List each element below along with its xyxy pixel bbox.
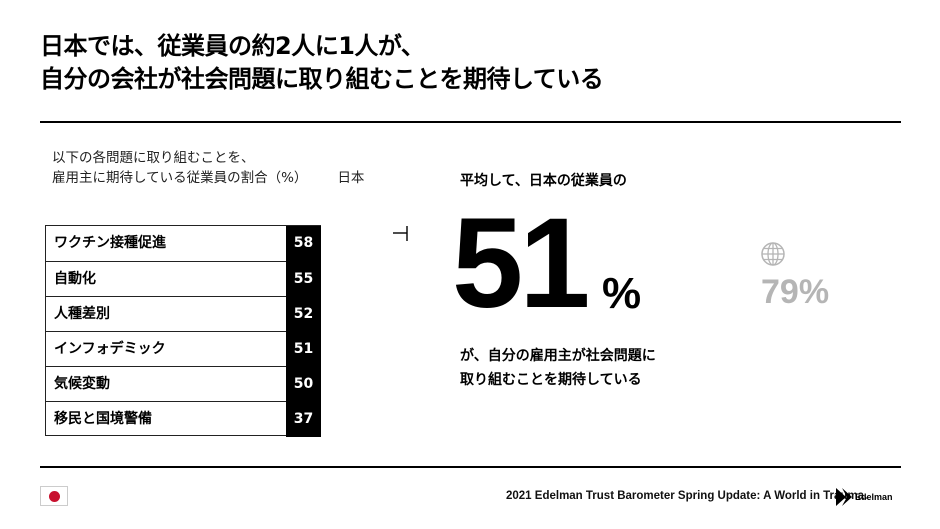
table-row: インフォデミック 51 (46, 331, 321, 367)
subtitle-line-2: 雇用主に期待している従業員の割合（%） 日本 (52, 168, 392, 188)
issue-value: 50 (286, 366, 321, 402)
description-line-2: 取り組むことを期待している (460, 372, 642, 388)
edelman-logo-text: Edelman (855, 492, 893, 502)
average-unit: % (602, 269, 642, 318)
table-row: 自動化 55 (46, 261, 321, 297)
source-footnote: 2021 Edelman Trust Barometer Spring Upda… (506, 490, 868, 502)
subtitle-line-2-text: 雇用主に期待している従業員の割合（%） (52, 170, 308, 186)
issue-label: 移民と国境警備 (54, 411, 152, 427)
title-line-1: 日本では、従業員の約2人に1人が、 (40, 32, 425, 60)
bracket-mark (393, 226, 408, 241)
table-subtitle: 以下の各問題に取り組むことを、 雇用主に期待している従業員の割合（%） 日本 (52, 148, 392, 188)
issue-label: 人種差別 (54, 306, 110, 322)
page-title: 日本では、従業員の約2人に1人が、 自分の会社が社会問題に取り組むことを期待して… (40, 30, 900, 96)
average-label: 平均して、日本の従業員の (460, 173, 627, 189)
flag-red-circle (49, 491, 60, 502)
title-line-2: 自分の会社が社会問題に取り組むことを期待している (40, 65, 604, 93)
issue-value: 37 (286, 401, 321, 437)
table-row: 人種差別 52 (46, 296, 321, 332)
average-value: 51 (452, 192, 590, 335)
edelman-logo: Edelman (834, 486, 894, 508)
issue-label: 気候変動 (54, 376, 110, 392)
issue-label: インフォデミック (54, 341, 166, 357)
top-divider (40, 121, 901, 123)
edelman-logo-icon (836, 488, 852, 506)
issue-value: 51 (286, 331, 321, 367)
issue-label: 自動化 (54, 271, 96, 287)
issue-table: ワクチン接種促進 58 自動化 55 人種差別 52 インフォデミック 51 気候変動 50 移民と… (45, 225, 321, 437)
description-line-1: が、自分の雇用主が社会問題に (460, 348, 656, 364)
table-row: 気候変動 50 (46, 366, 321, 402)
average-description: が、自分の雇用主が社会問題に 取り組むことを期待している (460, 344, 730, 392)
issue-value: 58 (286, 226, 321, 261)
bottom-divider (40, 466, 901, 468)
table-row: 移民と国境警備 37 (46, 401, 321, 437)
globe-icon (761, 242, 785, 266)
table-row: ワクチン接種促進 58 (46, 226, 321, 261)
subtitle-line-1: 以下の各問題に取り組むことを、 (52, 150, 255, 166)
issue-value: 55 (286, 261, 321, 297)
country-label: 日本 (337, 170, 365, 186)
global-average-value: 79% (761, 273, 830, 311)
japan-flag-icon (40, 486, 68, 506)
issue-label: ワクチン接種促進 (54, 235, 166, 251)
issue-value: 52 (286, 296, 321, 332)
